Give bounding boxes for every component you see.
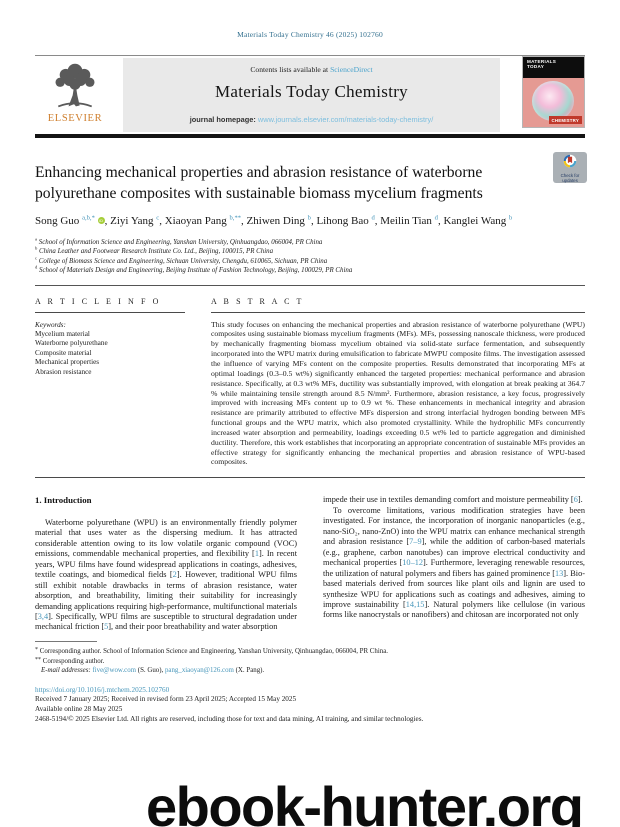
abstract-column: A B S T R A C T This study focuses on en… (211, 297, 585, 468)
journal-title: Materials Today Chemistry (215, 82, 408, 101)
footnote-corresponding-1: * Corresponding author. School of Inform… (35, 646, 388, 655)
abstract-text: This study focuses on enhancing the mech… (211, 319, 585, 467)
sciencedirect-link[interactable]: ScienceDirect (330, 65, 373, 74)
check-for-updates-badge[interactable]: Check for updates (553, 151, 587, 183)
intro-paragraph: impede their use in textiles demanding c… (323, 495, 583, 505)
homepage-link[interactable]: www.journals.elsevier.com/materials-toda… (257, 115, 434, 124)
keyword-item: Abrasion resistance (35, 368, 92, 376)
masthead-center: Contents lists available at ScienceDirec… (123, 58, 500, 132)
elsevier-logo[interactable]: ELSEVIER (35, 56, 115, 132)
author-name: Ziyi Yang c (110, 213, 160, 227)
header-separator-rule (35, 284, 585, 286)
intro-paragraph: Waterborne polyurethane (WPU) is an envi… (35, 517, 297, 632)
footnote-corresponding-2: ** Corresponding author. (35, 657, 105, 666)
author-name: Song Guo a,b,* iD (35, 213, 105, 227)
citation-ref[interactable]: 3,4 (37, 612, 49, 621)
article-info-rule (35, 311, 185, 313)
citation-ref[interactable]: 14,15 (405, 600, 425, 609)
keywords-label: Keywords: (35, 320, 66, 329)
doi-link[interactable]: https://doi.org/10.1016/j.mtchem.2025.10… (35, 685, 170, 694)
affiliation-item: a School of Information Science and Engi… (35, 236, 323, 246)
author-name: Lihong Bao d (316, 213, 375, 227)
keyword-item: Mechanical properties (35, 358, 100, 367)
elsevier-tree-icon (35, 60, 115, 112)
publication-info: https://doi.org/10.1016/j.mtchem.2025.10… (35, 686, 585, 725)
homepage-line: journal homepage: www.journals.elsevier.… (127, 115, 496, 124)
author-name: Meilin Tian d (380, 213, 438, 227)
citation-ref[interactable]: 10–12 (402, 558, 424, 568)
citation-ref[interactable]: 2 (172, 570, 177, 580)
title-block: Enhancing mechanical properties and abra… (35, 151, 587, 205)
email-link-guo[interactable]: five@wow.com (92, 667, 137, 675)
double-asterisk: ** (35, 657, 41, 664)
footnote-emails: E-mail addresses: five@wow.com (S. Guo),… (35, 666, 585, 675)
asterisk: * (35, 646, 38, 653)
affiliation-item: d School of Materials Design and Enginee… (35, 264, 353, 275)
cover-sphere-art (532, 81, 574, 121)
author-list: Song Guo a,b,* iD, Ziyi Yang c, Xiaoyan … (35, 213, 513, 227)
intro-column-left: 1. Introduction Waterborne polyurethane … (35, 495, 297, 632)
contents-prefix: Contents lists available at (250, 65, 331, 74)
email-link-pang[interactable]: pang_xiaoyan@126.com (164, 667, 234, 675)
email-owner-pang: (X. Pang). (235, 667, 265, 675)
article-title: Enhancing mechanical properties and abra… (35, 163, 483, 203)
intro-column-right: impede their use in textiles demanding c… (323, 495, 585, 632)
affiliation-list: a School of Information Science and Engi… (35, 236, 585, 276)
copyright-line: 2468-5194/© 2025 Elsevier Ltd. All right… (35, 714, 424, 723)
article-info-column: A R T I C L E I N F O Keywords: Mycelium… (35, 297, 185, 468)
ebook-hunter-watermark: ebook-hunter.org (146, 775, 584, 827)
author-name: Zhiwen Ding b (246, 213, 311, 227)
citation-row: Materials Today Chemistry 46 (2025) 1027… (0, 0, 620, 39)
available-online: Available online 28 May 2025 (35, 704, 123, 713)
citation-ref[interactable]: 7–9 (409, 537, 422, 547)
journal-masthead: ELSEVIER Contents lists available at Sci… (35, 56, 585, 132)
citation-ref[interactable]: 13 (554, 568, 564, 578)
orcid-icon[interactable]: iD (97, 216, 105, 224)
email-owner-guo: (S. Guo), (137, 667, 164, 675)
masthead-bottom-rule (35, 134, 585, 138)
author-name: Kanglei Wang b (443, 213, 513, 227)
cover-masthead: MATERIALS TODAY (523, 57, 584, 78)
cover-brand-line1: MATERIALS (527, 59, 557, 64)
cover-brand-line2: TODAY (527, 64, 545, 70)
abstract-rule (211, 311, 585, 313)
journal-cover[interactable]: MATERIALS TODAY CHEMISTRY (522, 56, 585, 132)
email-label: E-mail addresses: (41, 667, 91, 675)
article-info-heading: A R T I C L E I N F O (35, 296, 162, 306)
keywords-list: Mycelium material Waterborne polyurethane… (35, 330, 185, 378)
abstract-heading: A B S T R A C T (211, 296, 305, 306)
abstract-bottom-rule (35, 477, 585, 479)
cover-chemistry-badge: CHEMISTRY (548, 116, 582, 124)
keyword-item: Mycelium material (35, 329, 90, 338)
keyword-item: Waterborne polyurethane (35, 339, 108, 348)
keyword-item: Composite material (35, 348, 92, 357)
citation-ref[interactable]: 1 (254, 549, 259, 559)
elsevier-wordmark: ELSEVIER (47, 113, 103, 124)
citation-link[interactable]: Materials Today Chemistry 46 (2025) 1027… (237, 30, 383, 39)
footnote-block: * Corresponding author. School of Inform… (35, 640, 585, 676)
introduction-section: 1. Introduction Waterborne polyurethane … (35, 495, 585, 632)
author-name: Xiaoyan Pang b,** (164, 213, 242, 227)
homepage-label: journal homepage: (189, 115, 258, 124)
check-badge-label-1: Check for (560, 172, 580, 178)
contents-line: Contents lists available at ScienceDirec… (127, 65, 496, 74)
received-dates: Received 7 January 2025; Received in rev… (35, 695, 297, 704)
affiliation-item: c College of Biomass Science and Enginee… (35, 255, 328, 265)
info-abstract-section: A R T I C L E I N F O Keywords: Mycelium… (35, 297, 585, 468)
crossmark-icon (563, 154, 577, 172)
citation-ref[interactable]: 6 (573, 495, 578, 505)
masthead-top-rule (35, 55, 585, 56)
introduction-heading: 1. Introduction (35, 495, 92, 506)
citation-ref[interactable]: 5 (104, 622, 109, 632)
check-badge-label-2: updates (562, 177, 578, 183)
intro-paragraph: To overcome limitations, various modific… (323, 505, 585, 620)
affiliation-item: b China Leather and Footwear Research In… (35, 246, 274, 256)
footnote-rule (35, 640, 97, 642)
